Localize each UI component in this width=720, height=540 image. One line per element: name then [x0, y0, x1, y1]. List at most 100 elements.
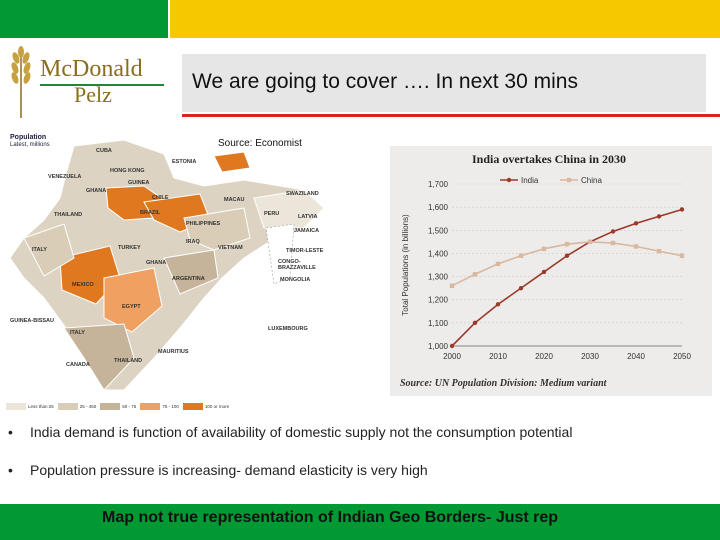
india-map-graphic [9, 139, 325, 391]
map-label: CHILE [152, 195, 169, 201]
y-tick-label: 1,500 [428, 226, 449, 235]
population-map: Population Latest, millions CUBA ESTONIA… [4, 128, 342, 412]
map-label: JAMAICA [294, 228, 320, 234]
slide-title: We are going to cover …. In next 30 mins [192, 70, 578, 93]
data-point-india [679, 207, 685, 212]
legend-item: 75 - 100 [140, 400, 179, 412]
data-point-india [472, 320, 478, 326]
map-label: ARGENTINA [172, 276, 205, 282]
y-tick-label: 1,200 [428, 296, 449, 305]
map-title: Population [10, 134, 47, 141]
legend-item: 100 or more [182, 400, 230, 412]
bottom-green-band [0, 504, 720, 540]
data-point-india [656, 214, 662, 219]
logo-divider [40, 84, 164, 86]
map-label: PHILIPPINES [186, 221, 221, 227]
series-line-china [451, 241, 683, 287]
legend-swatch [6, 402, 26, 410]
map-label: LATVIA [298, 214, 318, 220]
map-legend: Less than 25 25 - 450 50 - 75 75 - 100 1… [4, 400, 342, 412]
map-label: VIETNAM [218, 245, 243, 251]
map-label: THAILAND [114, 358, 143, 364]
legend-item: 50 - 75 [100, 400, 136, 412]
bullet-icon: • [8, 462, 13, 478]
map-label: HONG KONG [110, 168, 145, 174]
legend-label: 75 - 100 [162, 403, 179, 409]
logo-text-line2: Pelz [74, 82, 112, 107]
legend-label: 25 - 450 [79, 403, 97, 409]
data-point-china [610, 240, 616, 246]
company-logo: McDonald Pelz [4, 44, 164, 120]
map-label: MACAU [224, 197, 245, 203]
title-box: We are going to cover …. In next 30 mins [182, 54, 706, 112]
bullet-icon: • [8, 424, 13, 440]
map-label: ITALY [70, 330, 85, 336]
y-tick-label: 1,600 [428, 203, 449, 212]
bullet-item: • Population pressure is increasing- dem… [8, 462, 428, 478]
data-point-india [449, 343, 455, 349]
series-line-india [451, 208, 683, 347]
map-subtitle: Latest, millions [10, 142, 50, 148]
data-point-china [564, 241, 570, 247]
map-label: MONGOLIA [280, 277, 311, 283]
legend-item: Less than 25 [6, 400, 54, 412]
data-point-china [472, 272, 478, 277]
x-tick-label: 2030 [581, 352, 599, 361]
x-tick-label: 2020 [535, 352, 553, 361]
line-chart-svg: 1,000 1,100 1,200 1,300 1,400 1,500 1,600 1,700… [401, 176, 691, 361]
y-tick-label: 1,700 [428, 180, 449, 189]
data-point-china [633, 244, 639, 249]
logo-text-line1: McDonald [40, 56, 143, 82]
data-point-india [610, 229, 616, 234]
bullet-text: Population pressure is increasing- deman… [30, 462, 428, 478]
x-tick-label: 2010 [489, 352, 507, 361]
legend-marker-china [566, 177, 572, 183]
map-label: LUXEMBOURG [268, 326, 308, 332]
data-point-india [564, 253, 570, 258]
map-label: CANADA [66, 362, 90, 368]
y-tick-label: 1,400 [428, 249, 449, 258]
legend-swatch [182, 402, 203, 410]
map-label: TURKEY [118, 245, 141, 251]
legend-item: 25 - 450 [57, 400, 97, 412]
map-label: MAURITIUS [158, 349, 189, 355]
map-label: PERU [264, 211, 280, 217]
data-point-china [587, 239, 593, 245]
map-label: BRAZIL [140, 210, 161, 216]
bullet-item: • India demand is function of availabili… [8, 424, 572, 440]
x-tick-label: 2040 [627, 352, 645, 361]
map-label: GUINEA-BISSAU [10, 318, 55, 324]
data-point-india [518, 285, 524, 291]
legend-marker-india [506, 177, 512, 183]
legend-swatch [100, 402, 121, 410]
map-label: IRAQ [186, 239, 200, 245]
map-label: GUINEA [128, 180, 150, 186]
legend-label: 50 - 75 [122, 403, 137, 409]
data-point-china [679, 253, 685, 258]
source-caption: Source: Economist [218, 138, 302, 149]
map-label: CONGO-BRAZZAVILLE [278, 259, 316, 271]
top-gold-bar [170, 0, 720, 38]
data-point-india [633, 221, 639, 226]
chart-source: Source: UN Population Division: Medium v… [400, 378, 607, 389]
x-tick-label: 2050 [673, 352, 691, 361]
legend-swatch [57, 402, 78, 410]
chart-title: India overtakes China in 2030 [472, 152, 627, 166]
y-tick-label: 1,300 [428, 273, 449, 282]
map-label: CUBA [96, 148, 112, 154]
bullet-text: India demand is function of availability… [30, 424, 573, 440]
data-point-india [541, 269, 547, 275]
top-green-bar [0, 0, 168, 38]
map-label: SWAZILAND [286, 191, 319, 197]
data-point-china [449, 283, 455, 289]
data-point-china [656, 248, 662, 254]
data-point-china [541, 246, 547, 251]
map-label: GHANA [146, 260, 167, 266]
map-label: VENEZUELA [48, 174, 82, 180]
y-tick-label: 1,100 [428, 319, 449, 328]
legend-label: 100 or more [204, 403, 230, 409]
legend-label: Less than 25 [28, 403, 54, 409]
legend-label-india: India [521, 176, 539, 185]
map-label: GHANA [86, 188, 107, 194]
wheat-icon [11, 46, 31, 118]
